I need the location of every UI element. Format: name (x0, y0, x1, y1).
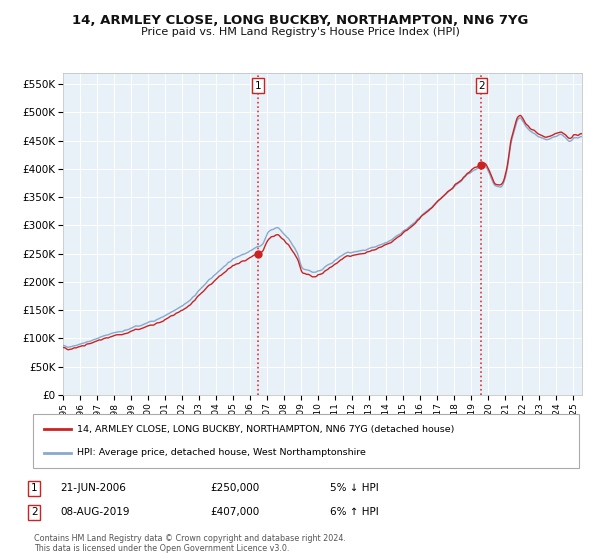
Text: 1: 1 (31, 483, 38, 493)
Text: HPI: Average price, detached house, West Northamptonshire: HPI: Average price, detached house, West… (77, 448, 365, 457)
Text: 08-AUG-2019: 08-AUG-2019 (60, 507, 130, 517)
Text: 14, ARMLEY CLOSE, LONG BUCKBY, NORTHAMPTON, NN6 7YG (detached house): 14, ARMLEY CLOSE, LONG BUCKBY, NORTHAMPT… (77, 425, 454, 434)
Text: £250,000: £250,000 (210, 483, 259, 493)
Text: 5% ↓ HPI: 5% ↓ HPI (330, 483, 379, 493)
Text: Price paid vs. HM Land Registry's House Price Index (HPI): Price paid vs. HM Land Registry's House … (140, 27, 460, 37)
Text: 2: 2 (31, 507, 38, 517)
Text: 21-JUN-2006: 21-JUN-2006 (60, 483, 126, 493)
Text: Contains HM Land Registry data © Crown copyright and database right 2024.
This d: Contains HM Land Registry data © Crown c… (34, 534, 346, 553)
Text: 6% ↑ HPI: 6% ↑ HPI (330, 507, 379, 517)
Text: 2: 2 (478, 81, 485, 91)
Text: 14, ARMLEY CLOSE, LONG BUCKBY, NORTHAMPTON, NN6 7YG: 14, ARMLEY CLOSE, LONG BUCKBY, NORTHAMPT… (72, 14, 528, 27)
FancyBboxPatch shape (33, 414, 579, 468)
Text: £407,000: £407,000 (210, 507, 259, 517)
Text: 1: 1 (255, 81, 262, 91)
